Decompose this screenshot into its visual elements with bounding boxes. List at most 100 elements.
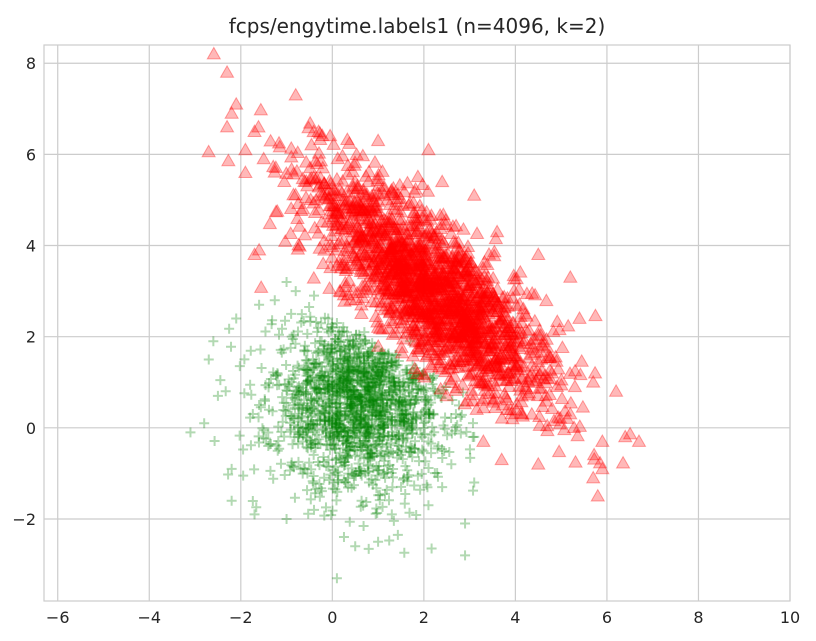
green-plus-point [416, 369, 427, 380]
green-plus-point [365, 346, 376, 357]
green-plus-point [421, 403, 432, 414]
green-plus-point [385, 438, 396, 449]
green-plus-point [349, 445, 360, 456]
green-plus-point [433, 387, 444, 398]
green-plus-point [354, 350, 365, 361]
green-plus-point [386, 357, 397, 368]
green-plus-point [420, 416, 431, 427]
green-plus-point [402, 409, 413, 420]
y-tick-label: −2 [12, 510, 36, 529]
green-plus-point [397, 434, 408, 445]
green-plus-point [386, 412, 397, 423]
green-plus-point [306, 410, 317, 421]
green-plus-point [374, 371, 385, 382]
green-plus-point [377, 439, 388, 450]
green-plus-point [326, 322, 337, 333]
green-plus-point [365, 451, 376, 462]
green-plus-point [375, 374, 386, 385]
green-plus-point [345, 417, 356, 428]
green-plus-point [326, 417, 337, 428]
green-plus-point [374, 495, 385, 506]
green-plus-point [348, 480, 359, 491]
green-plus-point [355, 412, 366, 423]
green-plus-point [345, 427, 356, 438]
green-plus-point [270, 370, 281, 381]
green-plus-point [375, 348, 386, 359]
green-plus-point [438, 420, 449, 431]
green-plus-point [359, 372, 370, 383]
green-plus-point [436, 444, 447, 455]
green-plus-point [324, 405, 335, 416]
green-plus-point [396, 401, 407, 412]
green-plus-point [310, 488, 321, 499]
green-plus-point [342, 361, 353, 372]
green-plus-point [296, 398, 307, 409]
green-plus-point [366, 402, 377, 413]
green-plus-point [353, 340, 364, 351]
green-plus-point [343, 444, 354, 455]
green-plus-point [345, 375, 356, 386]
green-plus-point [375, 405, 386, 416]
green-plus-point [376, 393, 387, 404]
green-plus-point [336, 326, 347, 337]
green-plus-point [358, 367, 369, 378]
green-plus-point [362, 444, 373, 455]
green-plus-point [239, 354, 250, 365]
green-plus-point [354, 438, 365, 449]
green-plus-point [323, 376, 334, 387]
green-plus-point [336, 337, 347, 348]
green-plus-point [349, 425, 360, 436]
green-plus-point [340, 451, 351, 462]
green-plus-point [401, 408, 412, 419]
green-plus-point [397, 396, 408, 407]
green-plus-point [380, 472, 391, 483]
green-plus-point [342, 473, 353, 484]
green-plus-point [343, 468, 354, 479]
green-plus-point [332, 376, 343, 387]
green-plus-point [327, 359, 338, 370]
green-plus-point [320, 401, 331, 412]
green-plus-point [323, 371, 334, 382]
green-plus-point [303, 365, 314, 376]
green-plus-point [302, 376, 313, 387]
green-plus-point [361, 496, 372, 507]
green-plus-point [319, 510, 330, 521]
green-plus-point [370, 394, 381, 405]
green-plus-point [370, 508, 381, 519]
green-plus-point [407, 418, 418, 429]
green-plus-point [324, 474, 335, 485]
green-plus-point [411, 369, 422, 380]
green-plus-point [290, 392, 301, 403]
green-plus-point [332, 398, 343, 409]
green-plus-point [346, 392, 357, 403]
green-plus-point [305, 374, 316, 385]
green-plus-point [337, 380, 348, 391]
green-plus-point [403, 446, 414, 457]
green-plus-point [430, 385, 441, 396]
green-plus-point [362, 383, 373, 394]
green-plus-point [321, 426, 332, 437]
green-plus-point [405, 373, 416, 384]
green-plus-point [294, 390, 305, 401]
green-plus-point [287, 461, 298, 472]
green-plus-point [331, 413, 342, 424]
green-plus-point [344, 343, 355, 354]
green-plus-point [379, 428, 390, 439]
green-plus-point [315, 370, 326, 381]
green-plus-point [331, 421, 342, 432]
green-plus-point [356, 406, 367, 417]
green-plus-point [363, 449, 374, 460]
green-plus-point [365, 442, 376, 453]
green-plus-point [333, 418, 344, 429]
green-plus-point [344, 340, 355, 351]
green-plus-point [336, 362, 347, 373]
green-plus-point [305, 418, 316, 429]
green-plus-point [299, 364, 310, 375]
green-plus-point [343, 414, 354, 425]
green-plus-point [363, 382, 374, 393]
green-plus-point [396, 481, 407, 492]
green-plus-point [264, 404, 275, 415]
green-plus-point [388, 376, 399, 387]
green-plus-point [310, 443, 321, 454]
green-plus-point [342, 452, 353, 463]
